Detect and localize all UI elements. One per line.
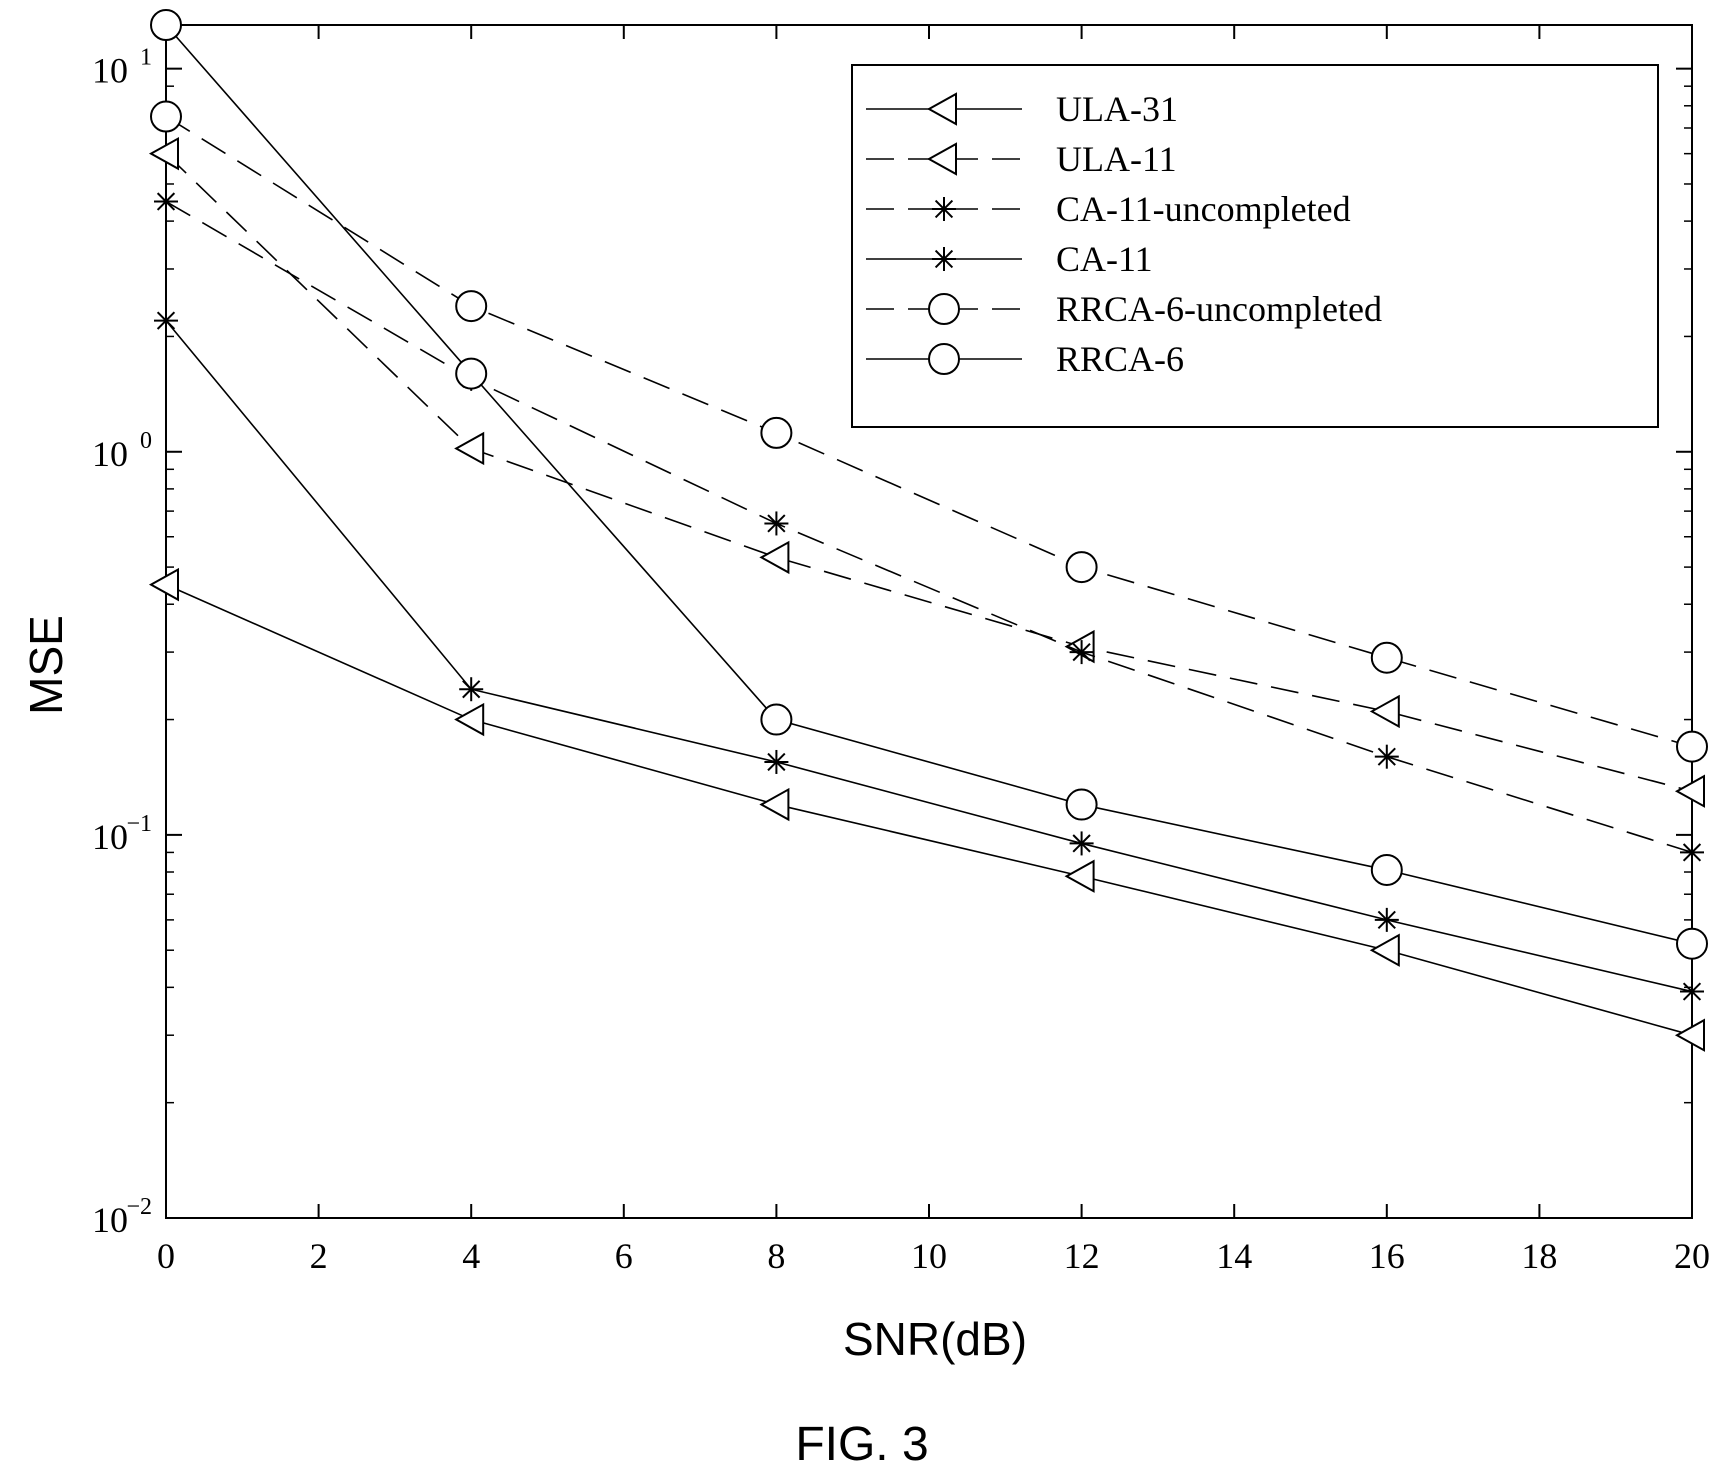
legend-label: CA-11: [1056, 239, 1153, 279]
data-point: [1069, 640, 1094, 665]
data-point: [454, 702, 485, 737]
asterisk-stroke: [1377, 910, 1396, 929]
legend-marker: [926, 92, 957, 126]
data-point: [150, 100, 182, 133]
data-point: [454, 431, 485, 466]
x-tick-label: 4: [462, 1236, 480, 1276]
series-rrca-6-uncompleted: [150, 100, 1708, 763]
legend-entry: ULA-11: [866, 139, 1177, 179]
x-tick-label: 18: [1521, 1236, 1557, 1276]
y-tick-label: 10 1: [92, 45, 152, 91]
legend-marker: [932, 197, 956, 221]
legend-label: CA-11-uncompleted: [1056, 189, 1351, 229]
data-point: [1674, 774, 1705, 808]
y-tick-label: 10 0: [92, 428, 152, 474]
data-point: [1674, 1018, 1705, 1052]
legend-box: [851, 64, 1659, 428]
y-tick-label: 10−2: [92, 1194, 152, 1240]
data-point: [764, 511, 789, 536]
x-tick-label: 10: [911, 1236, 947, 1276]
data-point: [760, 703, 793, 736]
data-point: [459, 677, 484, 702]
x-tick-label: 20: [1674, 1236, 1710, 1276]
series-rrca-6: [150, 9, 1708, 960]
y-axis-ticks: 10 1 10 0 10−1 10−2: [92, 45, 1692, 1240]
data-point: [1676, 927, 1708, 960]
data-point: [1065, 551, 1098, 584]
legend-marker: [928, 293, 960, 325]
legend-entry: RRCA-6: [866, 339, 1184, 379]
data-point: [154, 189, 178, 214]
asterisk-stroke: [767, 752, 786, 772]
asterisk-stroke: [767, 514, 786, 533]
legend-marker: [926, 142, 957, 176]
asterisk-stroke: [462, 680, 481, 699]
legend-entry: ULA-31: [866, 89, 1178, 129]
x-tick-label: 12: [1064, 1236, 1100, 1276]
data-point: [1370, 853, 1403, 886]
y-axis-label: MSE: [20, 615, 72, 715]
data-point: [1680, 979, 1704, 1004]
data-point: [455, 290, 488, 323]
legend-marker: [932, 247, 956, 271]
asterisk-stroke: [156, 192, 176, 211]
legend-entry: CA-11: [866, 239, 1153, 279]
asterisk-stroke: [1072, 642, 1091, 662]
asterisk-stroke: [1682, 982, 1702, 1001]
data-point: [759, 787, 790, 822]
legend-label: ULA-11: [1056, 139, 1177, 179]
legend: ULA-31 ULA-11 CA-11-uncompleted CA-11 RRCA-6…: [851, 64, 1659, 428]
data-point: [1369, 933, 1400, 967]
legend-label: ULA-31: [1056, 89, 1178, 129]
data-point: [148, 136, 179, 171]
data-point: [760, 416, 793, 449]
data-point: [1676, 730, 1708, 763]
data-point: [148, 567, 179, 602]
data-point: [1064, 859, 1095, 893]
x-axis-ticks: 0 2 4 6 8 10 12 14 16 18 20: [157, 25, 1710, 1276]
data-point: [1680, 840, 1704, 865]
y-tick-label: 10−1: [92, 811, 152, 857]
asterisk-stroke: [1377, 747, 1396, 766]
data-point: [150, 9, 182, 41]
asterisk-stroke: [934, 199, 954, 219]
series-line: [165, 200, 1693, 854]
series-line: [165, 583, 1693, 1036]
x-tick-label: 2: [310, 1236, 328, 1276]
series-ca-11: [154, 308, 1704, 1004]
data-point: [455, 357, 488, 390]
x-tick-label: 0: [157, 1236, 175, 1276]
data-point: [1369, 694, 1400, 729]
data-point: [1069, 831, 1094, 856]
data-point: [1065, 788, 1098, 821]
asterisk-stroke: [1072, 834, 1091, 853]
x-tick-label: 6: [615, 1236, 633, 1276]
x-tick-label: 14: [1216, 1236, 1252, 1276]
series-line: [165, 153, 1693, 793]
legend-label: RRCA-6-uncompleted: [1056, 289, 1382, 329]
data-point: [764, 749, 789, 774]
data-point: [1374, 907, 1399, 932]
asterisk-stroke: [156, 311, 176, 330]
legend-marker: [928, 343, 960, 375]
data-point: [1374, 744, 1399, 769]
figure-caption: FIG. 3: [795, 1418, 928, 1471]
series-line: [165, 115, 1693, 748]
x-tick-label: 16: [1369, 1236, 1405, 1276]
data-point: [759, 540, 790, 575]
data-point: [154, 308, 178, 333]
x-axis-label: SNR(dB): [843, 1313, 1027, 1365]
data-point: [1370, 641, 1403, 674]
legend-label: RRCA-6: [1056, 339, 1184, 379]
series-line: [165, 320, 1693, 993]
asterisk-stroke: [934, 249, 954, 269]
asterisk-stroke: [1682, 843, 1702, 862]
x-tick-label: 8: [767, 1236, 785, 1276]
series-layer: [148, 9, 1708, 1052]
legend-entry: CA-11-uncompleted: [866, 189, 1351, 229]
series-line: [165, 24, 1693, 945]
legend-entry: RRCA-6-uncompleted: [866, 289, 1382, 329]
series-ula-31: [148, 567, 1705, 1052]
